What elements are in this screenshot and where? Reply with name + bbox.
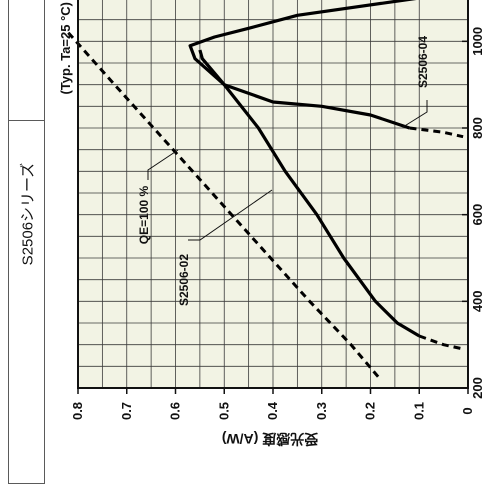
y-tick-label: 0.3 xyxy=(314,402,329,420)
series-line-1 xyxy=(188,0,417,130)
y-tick-label: 0.1 xyxy=(411,402,426,420)
series-layer xyxy=(67,0,464,381)
annotation-label: S2506-02 xyxy=(177,254,191,306)
y-tick-label: 0.6 xyxy=(168,402,183,420)
x-tick-label: 600 xyxy=(470,204,485,226)
series-line-2 xyxy=(418,334,464,351)
sensitivity-axis-title: 受光感度 (A/W) xyxy=(222,431,318,447)
y-tick-label: 0.5 xyxy=(216,402,231,420)
x-tick-label: 1000 xyxy=(470,27,485,56)
side-panel xyxy=(8,0,45,484)
annotation-label: QE=100 % xyxy=(137,185,151,244)
wavelength-ticks: 200 400 600 800 1000 xyxy=(462,27,485,399)
series-line-0 xyxy=(198,49,421,338)
x-tick-label: 400 xyxy=(470,290,485,312)
annotations: S2506-02 S2506-04 QE=100 % xyxy=(137,36,430,306)
annotation-leader xyxy=(147,149,179,180)
sensitivity-ticks: 0.8 0.7 0.6 0.5 0.4 0.3 0.2 0.1 0 xyxy=(70,388,475,420)
grid xyxy=(78,0,468,388)
x-tick-label: 800 xyxy=(470,117,485,139)
annotation-label: S2506-04 xyxy=(416,36,430,88)
y-tick-label: 0.2 xyxy=(363,402,378,420)
panel-divider xyxy=(9,120,44,121)
annotation-leader xyxy=(188,189,273,241)
y-tick-label: 0.8 xyxy=(70,402,85,420)
condition-label: (Typ. Ta=25 °C) xyxy=(58,2,73,95)
annotation-leader xyxy=(402,100,428,128)
x-tick-label: 200 xyxy=(470,377,485,399)
y-tick-label: 0.4 xyxy=(265,401,280,420)
series-line-4 xyxy=(67,31,382,381)
y-tick-label: 0 xyxy=(460,407,475,414)
y-tick-label: 0.7 xyxy=(119,402,134,420)
